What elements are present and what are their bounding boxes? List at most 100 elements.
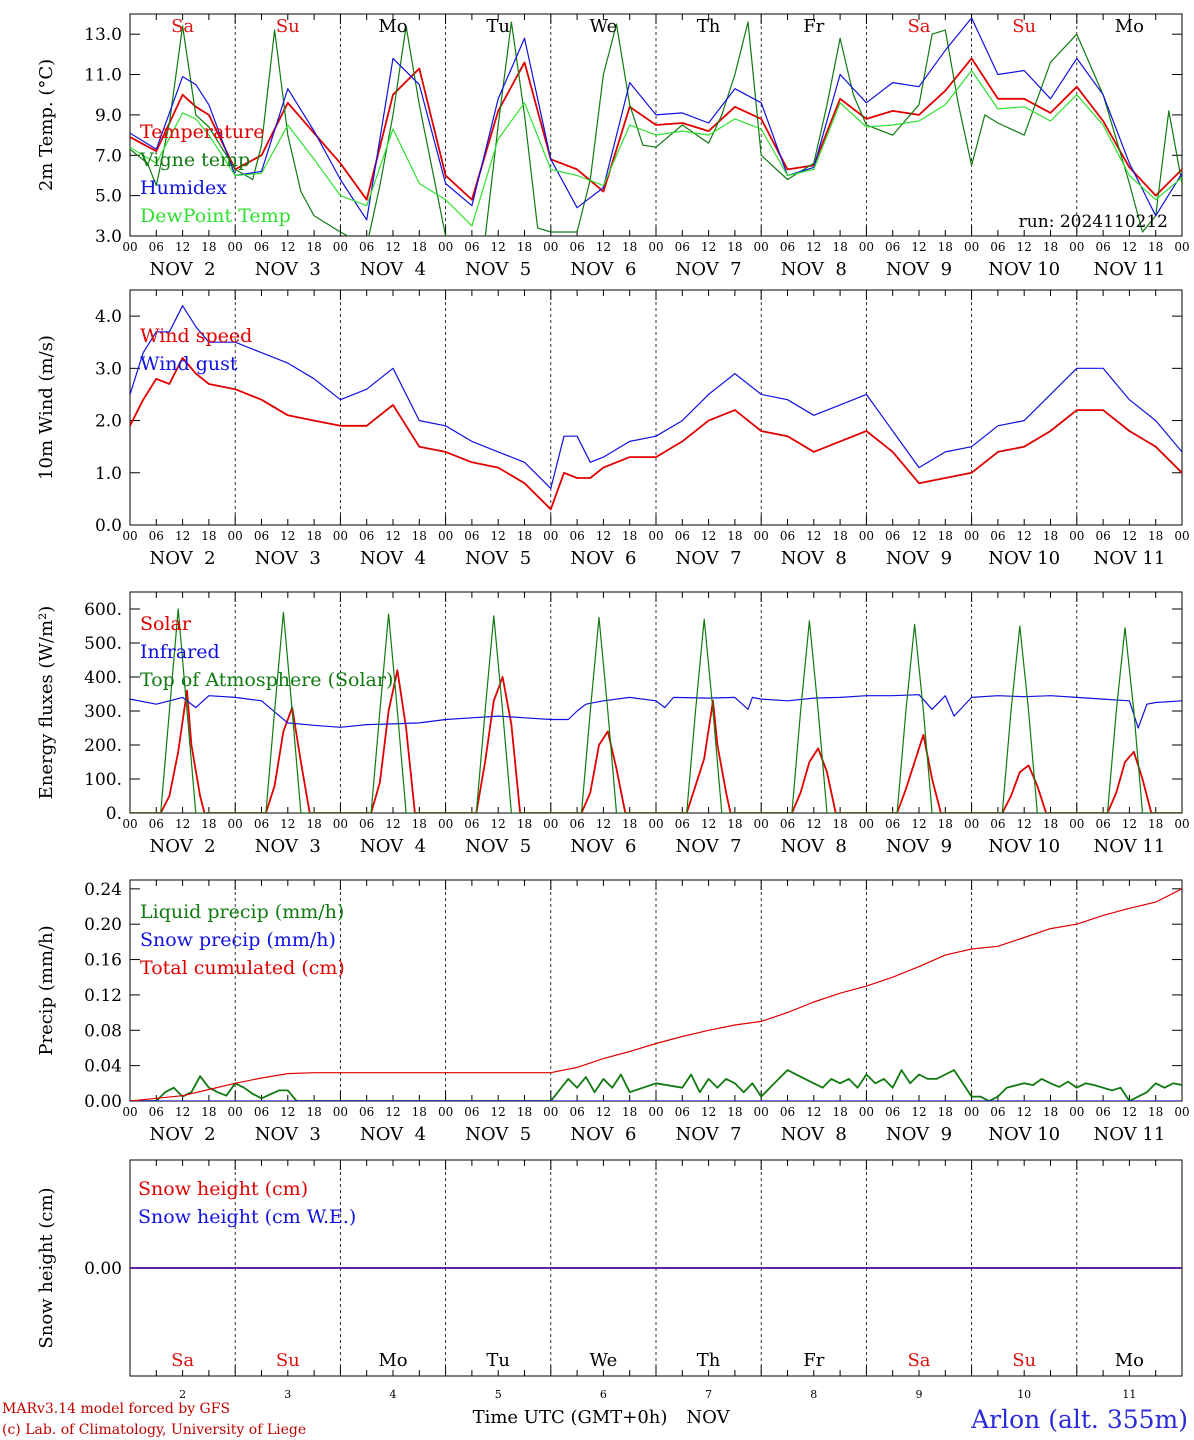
hour-label: 12 xyxy=(1122,1105,1137,1119)
hour-label: 00 xyxy=(122,1105,137,1119)
hour-label: 18 xyxy=(727,529,742,543)
hour-label: 18 xyxy=(938,529,953,543)
hour-label: 06 xyxy=(990,529,1005,543)
hour-label: 12 xyxy=(596,529,611,543)
hour-label: 12 xyxy=(175,529,190,543)
y-tick-label: 0.24 xyxy=(84,880,122,900)
hour-label: 00 xyxy=(1069,1105,1084,1119)
hour-label: 00 xyxy=(228,240,243,254)
hour-label: 00 xyxy=(1174,1105,1189,1119)
date-label: NOV 4 xyxy=(360,548,426,569)
hour-label: 06 xyxy=(675,529,690,543)
date-label: NOV 7 xyxy=(676,836,742,857)
date-label: NOV 7 xyxy=(676,259,742,280)
y-tick-label: 3.0 xyxy=(95,359,122,379)
hour-label: 12 xyxy=(911,1105,926,1119)
hour-label: 18 xyxy=(306,1105,321,1119)
date-label: NOV 11 xyxy=(1093,548,1165,569)
date-label: NOV 5 xyxy=(465,259,531,280)
day-letter: Mo xyxy=(378,16,407,37)
day-letter: Sa xyxy=(171,1350,194,1371)
hour-label: 00 xyxy=(333,240,348,254)
hour-label: 12 xyxy=(491,240,506,254)
hour-label: 00 xyxy=(859,1105,874,1119)
hour-label: 00 xyxy=(859,817,874,831)
hour-label: 00 xyxy=(333,1105,348,1119)
hour-label: 00 xyxy=(333,817,348,831)
hour-label: 12 xyxy=(596,1105,611,1119)
hour-label: 12 xyxy=(701,240,716,254)
hour-label: 12 xyxy=(1017,240,1032,254)
date-label: NOV 5 xyxy=(465,548,531,569)
hour-label: 00 xyxy=(122,817,137,831)
day-letter: Fr xyxy=(803,16,824,37)
hour-label: 18 xyxy=(306,240,321,254)
hour-label: 00 xyxy=(543,529,558,543)
hour-label: 06 xyxy=(990,817,1005,831)
series-line-infrared xyxy=(130,694,1182,729)
legend-entry: Infrared xyxy=(140,641,220,663)
y-tick-label: 0.0 xyxy=(95,516,122,536)
panel-1: 13.0 11.0 9.0 7.0 5.0 3.0 2m Temp. (°C) Tempera… xyxy=(36,13,1190,280)
hour-label: 12 xyxy=(1122,240,1137,254)
hour-label: 06 xyxy=(464,817,479,831)
panel-5: 0.00 Snow height (cm) Snow height (cm) Snow… xyxy=(36,1159,1183,1401)
hour-label: 06 xyxy=(1095,1105,1110,1119)
hour-label: 12 xyxy=(806,240,821,254)
hour-label: 06 xyxy=(464,240,479,254)
day-letter: Su xyxy=(1012,16,1036,37)
day-letter: Tu xyxy=(486,16,510,37)
day-number: 5 xyxy=(495,1388,502,1401)
series-line-dewpoint-temp xyxy=(130,69,1182,227)
hour-label: 18 xyxy=(201,1105,216,1119)
hour-label: 18 xyxy=(622,1105,637,1119)
hour-label: 12 xyxy=(1017,529,1032,543)
hour-label: 12 xyxy=(701,1105,716,1119)
hour-label: 18 xyxy=(832,817,847,831)
hour-label: 18 xyxy=(412,529,427,543)
hour-label: 06 xyxy=(1095,240,1110,254)
hour-label: 06 xyxy=(1095,817,1110,831)
hour-label: 06 xyxy=(675,1105,690,1119)
hour-label: 00 xyxy=(438,817,453,831)
date-label: NOV 11 xyxy=(1093,259,1165,280)
day-letter: Sa xyxy=(907,16,930,37)
day-number: 2 xyxy=(179,1388,186,1401)
hour-label: 18 xyxy=(938,1105,953,1119)
hour-label: 18 xyxy=(412,240,427,254)
date-label: NOV 6 xyxy=(570,836,636,857)
day-letter: Sa xyxy=(907,1350,930,1371)
y-tick-label: 7.0 xyxy=(95,146,122,166)
hour-label: 18 xyxy=(727,817,742,831)
date-label: NOV 2 xyxy=(150,1124,216,1145)
hour-label: 00 xyxy=(438,240,453,254)
date-label: NOV 9 xyxy=(886,548,952,569)
hour-label: 06 xyxy=(254,817,269,831)
panel-2: 4.0 3.0 2.0 1.0 0.0 10m Wind (m/s) Wind speed W… xyxy=(36,289,1190,569)
legend-entry: DewPoint Temp xyxy=(140,205,291,227)
hour-label: 06 xyxy=(254,529,269,543)
hour-label: 00 xyxy=(1174,817,1189,831)
hour-label: 12 xyxy=(491,529,506,543)
y-tick-label: 500. xyxy=(84,634,122,654)
hour-label: 00 xyxy=(648,529,663,543)
hour-label: 18 xyxy=(832,240,847,254)
series-line-wind-speed xyxy=(130,356,1182,511)
day-letter: Fr xyxy=(803,1350,824,1371)
hour-label: 06 xyxy=(569,1105,584,1119)
hour-label: 00 xyxy=(754,1105,769,1119)
hour-label: 00 xyxy=(754,529,769,543)
series-group xyxy=(130,17,1182,236)
hour-label: 00 xyxy=(543,817,558,831)
hour-label: 06 xyxy=(464,529,479,543)
y-tick-label: 100. xyxy=(84,770,122,790)
hour-label: 18 xyxy=(832,1105,847,1119)
hour-label: 12 xyxy=(1122,529,1137,543)
hour-label: 06 xyxy=(569,529,584,543)
hour-label: 06 xyxy=(1095,529,1110,543)
x-axis-title: Time UTC (GMT+0h) xyxy=(473,1407,668,1428)
y-tick-label: 0.04 xyxy=(84,1057,122,1077)
hour-label: 00 xyxy=(964,817,979,831)
hour-label: 18 xyxy=(1148,1105,1163,1119)
hour-label: 12 xyxy=(280,240,295,254)
